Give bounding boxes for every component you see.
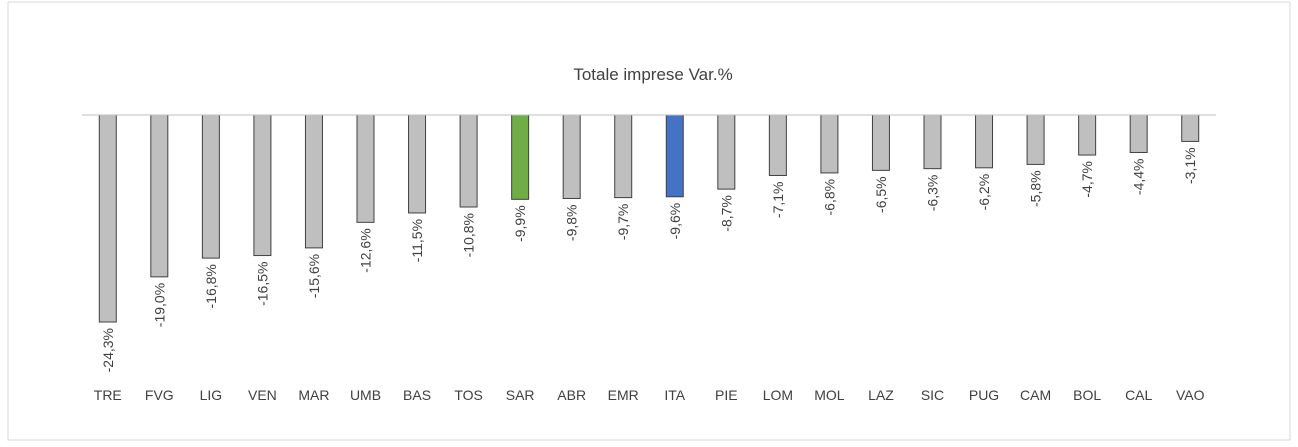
bar xyxy=(459,114,478,208)
bar xyxy=(975,114,994,169)
value-label: -6,8% xyxy=(821,179,837,216)
bar xyxy=(98,114,117,323)
value-label: -3,1% xyxy=(1182,147,1198,184)
value-label: -16,5% xyxy=(254,262,270,306)
value-label: -16,8% xyxy=(203,264,219,308)
x-tick-label: MOL xyxy=(814,387,845,403)
bar xyxy=(614,114,633,199)
bar xyxy=(871,114,890,171)
bar xyxy=(1078,114,1097,156)
value-label: -11,5% xyxy=(409,219,425,262)
bar xyxy=(304,114,323,249)
bar xyxy=(201,114,220,259)
bar xyxy=(562,114,581,199)
x-tick-label: EMR xyxy=(608,387,639,403)
value-label: -10,8% xyxy=(461,213,477,257)
bar xyxy=(717,114,736,190)
value-label: -12,6% xyxy=(358,228,374,272)
x-tick-label: UMB xyxy=(350,387,381,403)
bar xyxy=(923,114,942,170)
value-label: -4,7% xyxy=(1079,161,1095,198)
bar xyxy=(665,114,684,198)
bar xyxy=(820,114,839,174)
x-tick-label: BAS xyxy=(403,387,431,403)
value-label: -19,0% xyxy=(151,283,167,327)
x-tick-label: ITA xyxy=(664,387,685,403)
value-label: -6,3% xyxy=(925,175,941,212)
x-tick-label: LOM xyxy=(763,387,793,403)
value-label: -9,6% xyxy=(667,203,683,240)
chart-title: Totale imprese Var.% xyxy=(573,65,732,84)
value-label: -9,9% xyxy=(512,205,528,242)
x-tick-label: PIE xyxy=(715,387,738,403)
bar xyxy=(356,114,375,223)
x-tick-label: PUG xyxy=(969,387,999,403)
x-tick-label: FVG xyxy=(145,387,174,403)
bar xyxy=(150,114,169,278)
x-tick-label: VAO xyxy=(1176,387,1205,403)
value-label: -7,1% xyxy=(770,181,786,218)
x-tick-label: CAM xyxy=(1020,387,1051,403)
bar xyxy=(1026,114,1045,165)
bar xyxy=(1181,114,1200,142)
x-tick-label: CAL xyxy=(1125,387,1152,403)
value-label: -6,5% xyxy=(873,176,889,213)
x-tick-label: SIC xyxy=(921,387,944,403)
bar xyxy=(253,114,272,257)
bar xyxy=(1129,114,1148,153)
bar xyxy=(408,114,427,214)
value-label: -24,3% xyxy=(100,328,116,372)
value-label: -9,7% xyxy=(615,204,631,241)
value-label: -5,8% xyxy=(1028,170,1044,207)
x-tick-label: SAR xyxy=(506,387,535,403)
bar xyxy=(511,114,530,200)
value-label: -15,6% xyxy=(306,254,322,298)
bar xyxy=(768,114,787,176)
x-tick-label: ABR xyxy=(557,387,586,403)
x-tick-label: MAR xyxy=(298,387,329,403)
x-tick-label: VEN xyxy=(248,387,277,403)
chart-frame xyxy=(7,1,1291,441)
x-tick-label: BOL xyxy=(1073,387,1101,403)
x-tick-label: TOS xyxy=(454,387,483,403)
value-label: -6,2% xyxy=(976,174,992,211)
value-label: -4,4% xyxy=(1131,158,1147,195)
x-tick-label: LAZ xyxy=(868,387,894,403)
value-label: -9,8% xyxy=(564,204,580,241)
x-tick-label: LIG xyxy=(200,387,223,403)
value-label: -8,7% xyxy=(718,195,734,232)
x-tick-label: TRE xyxy=(94,387,122,403)
